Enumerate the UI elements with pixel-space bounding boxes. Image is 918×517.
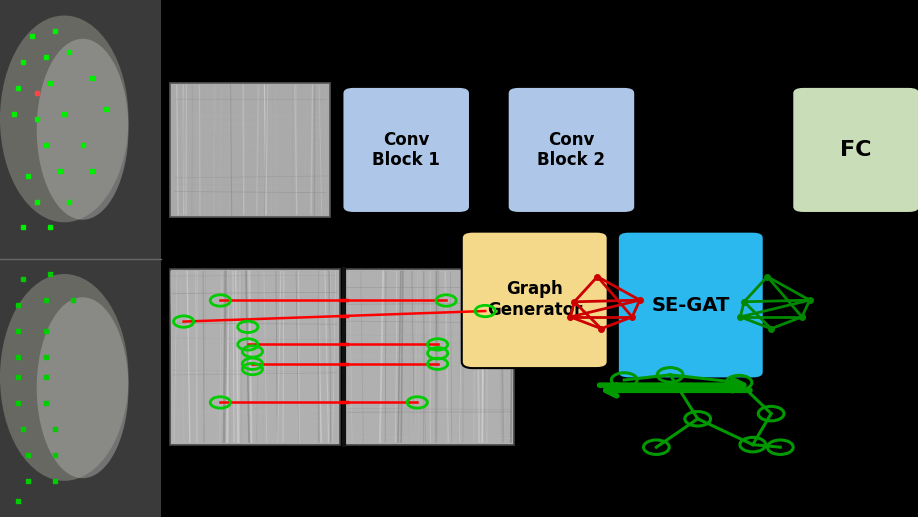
Bar xyxy=(344,269,514,445)
Ellipse shape xyxy=(0,16,129,222)
Ellipse shape xyxy=(0,274,129,481)
Text: SE-GAT: SE-GAT xyxy=(652,296,730,314)
Ellipse shape xyxy=(37,297,129,478)
FancyBboxPatch shape xyxy=(508,87,635,213)
Bar xyxy=(170,83,330,217)
Bar xyxy=(0,0,161,258)
Text: Conv
Block 1: Conv Block 1 xyxy=(373,130,440,170)
Bar xyxy=(170,269,340,445)
Text: Conv
Block 2: Conv Block 2 xyxy=(537,130,606,170)
FancyBboxPatch shape xyxy=(462,232,608,368)
FancyBboxPatch shape xyxy=(342,87,470,213)
Text: Graph
Generator: Graph Generator xyxy=(487,280,582,320)
Text: FC: FC xyxy=(840,140,872,160)
FancyBboxPatch shape xyxy=(618,232,764,378)
FancyBboxPatch shape xyxy=(792,87,918,213)
Ellipse shape xyxy=(37,39,129,220)
Bar xyxy=(0,258,161,517)
